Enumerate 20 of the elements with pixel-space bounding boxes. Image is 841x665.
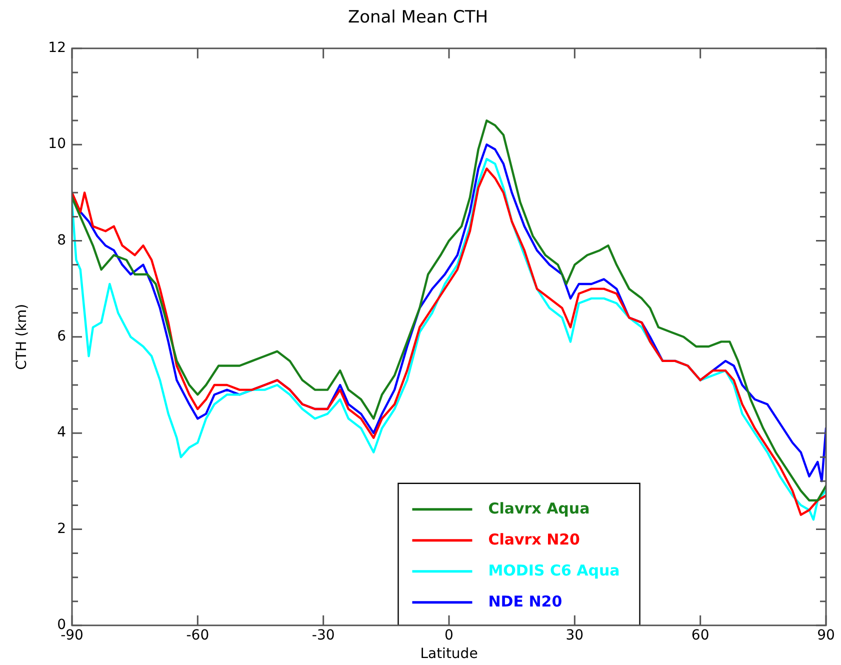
x-tick-label: -30 [312, 627, 335, 644]
x-tick-label: -60 [186, 627, 210, 644]
chart-title: Zonal Mean CTH [348, 8, 488, 28]
y-tick-label: 0 [57, 617, 66, 634]
legend-label: Clavrx N20 [488, 530, 580, 548]
x-axis-title: Latitude [420, 646, 478, 662]
legend-label: MODIS C6 Aqua [488, 561, 620, 580]
y-axis-title: CTH (km) [14, 304, 30, 370]
x-tick-label: 90 [817, 627, 835, 644]
y-tick-label: 10 [48, 136, 66, 152]
x-tick-label: 30 [566, 627, 584, 644]
legend-label: Clavrx Aqua [488, 499, 590, 518]
y-tick-label: 8 [57, 232, 66, 248]
y-tick-label: 6 [57, 328, 66, 345]
y-tick-label: 4 [57, 424, 66, 441]
x-tick-label: 0 [444, 627, 454, 644]
y-tick-label: 12 [48, 40, 66, 56]
legend-label: NDE N20 [488, 592, 562, 610]
y-tick-label: 2 [57, 520, 66, 537]
x-tick-label: 60 [691, 627, 710, 644]
